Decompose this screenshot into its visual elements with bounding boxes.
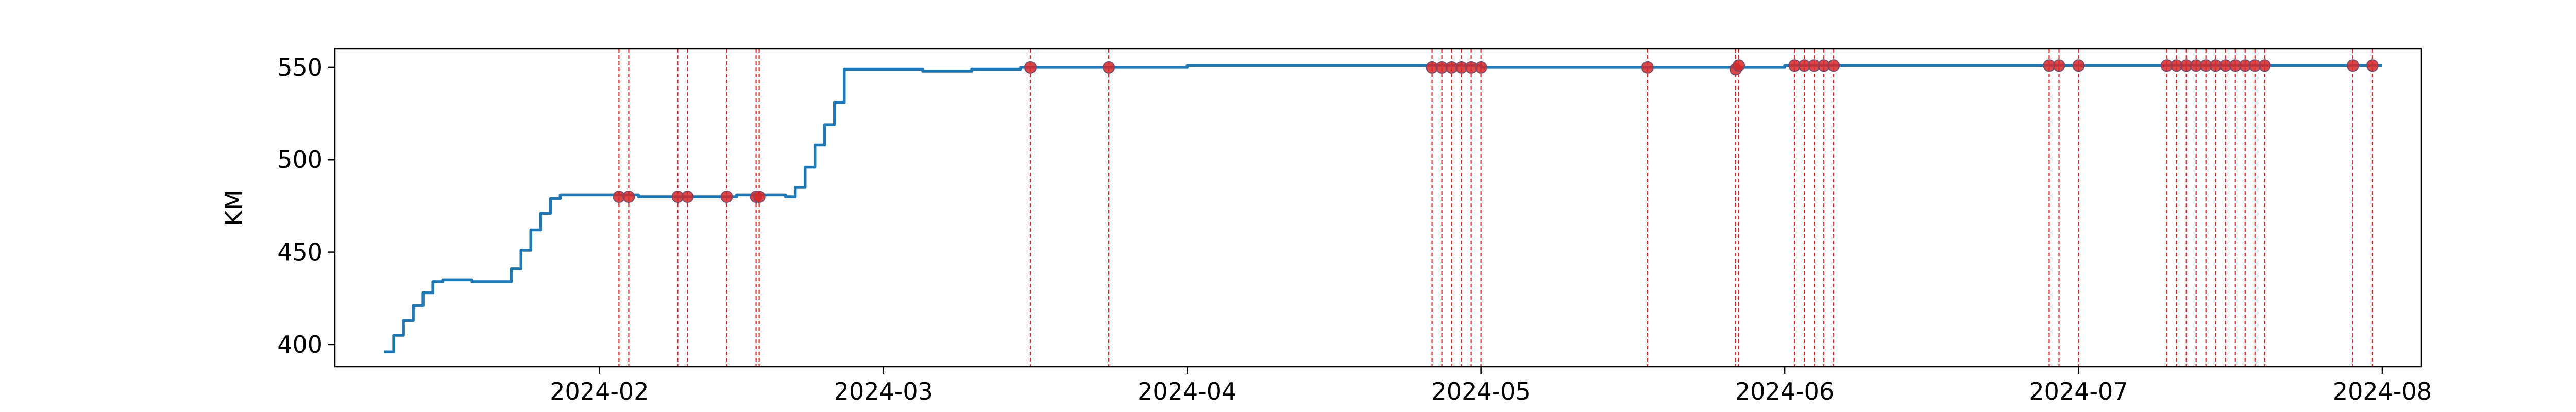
event-point (1827, 59, 1840, 72)
event-point (2346, 59, 2359, 72)
x-tick-label: 2024-08 (2333, 377, 2432, 405)
event-point (2366, 59, 2379, 72)
event-point (681, 190, 694, 203)
y-tick-label: 400 (277, 331, 323, 358)
event-point (2053, 59, 2065, 72)
event-point (1733, 59, 1745, 72)
event-point (2258, 59, 2271, 72)
event-point (622, 190, 635, 203)
y-axis-label: KM (220, 190, 248, 226)
event-point (1475, 61, 1487, 74)
event-point (2072, 59, 2085, 72)
event-point (720, 190, 733, 203)
y-tick-label: 550 (277, 54, 323, 81)
x-tick-label: 2024-04 (1138, 377, 1236, 405)
series-line (384, 64, 2382, 354)
x-tick-label: 2024-06 (1735, 377, 1834, 405)
x-axis: 2024-02 2024-03 2024-04 2024-05 2024-06 2024-… (550, 367, 2432, 405)
event-point (753, 190, 766, 203)
x-tick-label: 2024-05 (1432, 377, 1531, 405)
x-tick-label: 2024-03 (834, 377, 933, 405)
event-point (1024, 61, 1037, 74)
event-point (1641, 61, 1654, 74)
x-tick-label: 2024-07 (2029, 377, 2128, 405)
plot-area-frame (334, 48, 2422, 368)
y-tick-label: 500 (277, 146, 323, 174)
y-tick-label: 450 (277, 238, 323, 266)
data-series (384, 64, 2382, 354)
event-point (1103, 61, 1115, 74)
x-tick-label: 2024-02 (550, 377, 649, 405)
event-markers (618, 49, 2374, 367)
y-axis: 400 450 500 550 (277, 54, 335, 358)
event-points (613, 59, 2379, 203)
